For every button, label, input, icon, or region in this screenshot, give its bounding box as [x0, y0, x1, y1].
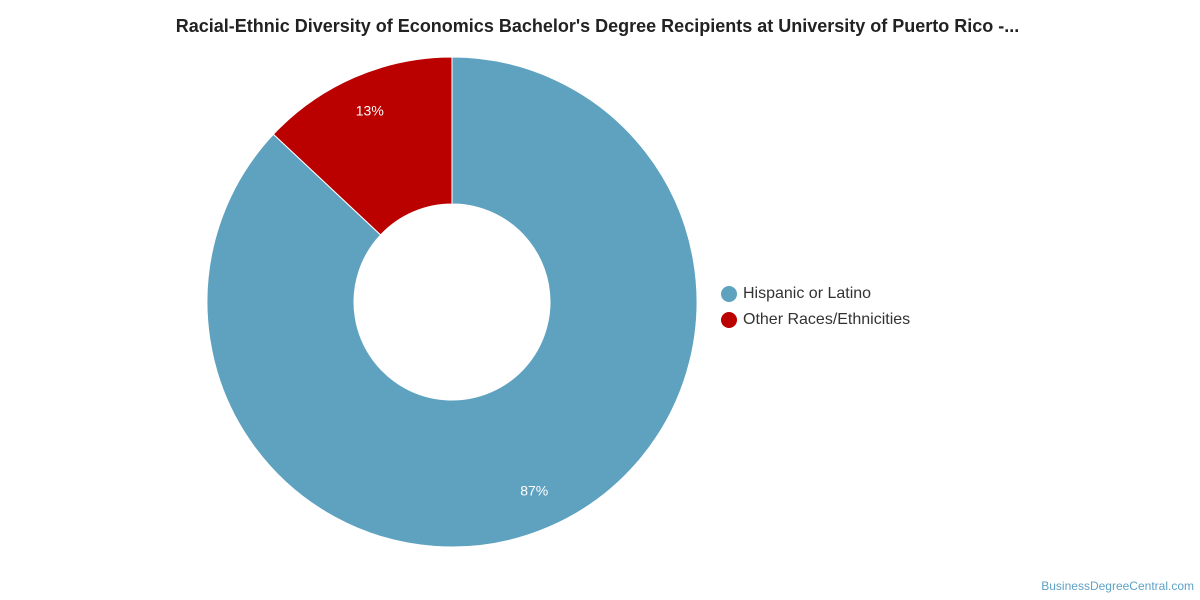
chart-title: Racial-Ethnic Diversity of Economics Bac… — [175, 16, 1020, 36]
donut-slices — [206, 56, 698, 548]
slice-other-races-ethnicities[interactable] — [272, 56, 453, 236]
legend-swatch-other-races-ethnicities — [721, 312, 737, 328]
slice-hispanic-or-latino[interactable] — [206, 56, 698, 548]
legend-label-hispanic-or-latino: Hispanic or Latino — [743, 285, 872, 302]
legend-item-hispanic-or-latino[interactable]: Hispanic or Latino — [721, 281, 910, 307]
legend-label-other-races-ethnicities: Other Races/Ethnicities — [743, 311, 911, 328]
site-credit[interactable]: BusinessDegreeCentral.com — [1041, 579, 1194, 593]
donut-slice-labels: 87% 13% — [356, 103, 548, 499]
slice-label-hispanic-or-latino: 87% — [520, 483, 548, 499]
legend-swatch-hispanic-or-latino — [721, 286, 737, 302]
slice-label-other-races-ethnicities: 13% — [356, 103, 384, 119]
legend-item-other-races-ethnicities[interactable]: Other Races/Ethnicities — [721, 307, 910, 333]
chart-legend: Hispanic or Latino Other Races/Ethniciti… — [721, 281, 910, 333]
